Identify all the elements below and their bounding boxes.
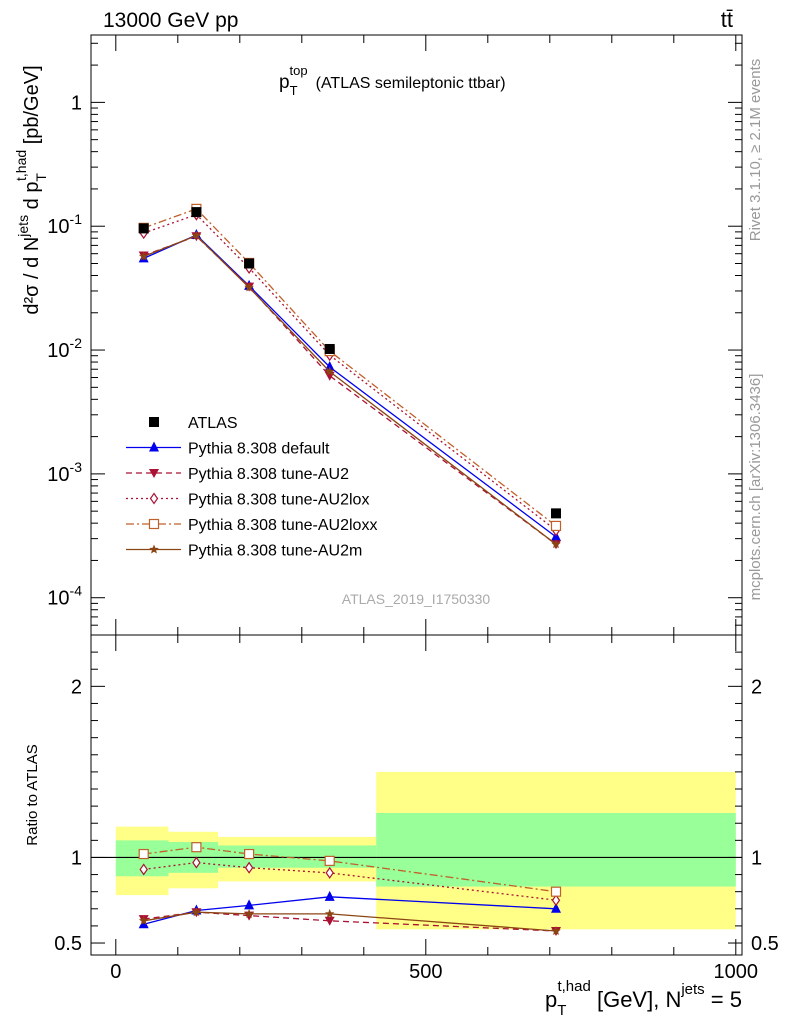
ratio-point bbox=[324, 908, 335, 918]
series-point bbox=[324, 366, 335, 376]
ratio-panel: 0.5 0.5 1 1 2 2 0 500 1000 Ratio to ATLAS bbox=[24, 634, 779, 983]
ratio-point bbox=[244, 861, 254, 874]
x-tick-label: 1000 bbox=[714, 961, 759, 983]
ratio-point bbox=[324, 916, 335, 926]
ratio-y-tick-label: 2 bbox=[71, 676, 82, 698]
legend-entry: Pythia 8.308 tune-AU2 bbox=[126, 466, 349, 483]
series-point bbox=[550, 520, 562, 532]
ratio-line bbox=[143, 846, 557, 893]
legend-marker bbox=[149, 417, 159, 427]
data-point bbox=[191, 207, 202, 218]
ratio-point bbox=[324, 890, 335, 901]
ratio-point bbox=[324, 855, 335, 866]
ratio-y-tick-label: 0.5 bbox=[54, 933, 82, 955]
legend-entry: ATLAS bbox=[149, 415, 238, 432]
legend-marker bbox=[148, 518, 160, 530]
ratio-y-tick-label-right: 0.5 bbox=[751, 933, 779, 955]
legend-label: Pythia 8.308 tune-AU2lox bbox=[188, 492, 369, 509]
source-label: mcplots.cern.ch [arXiv:1306.3436] bbox=[747, 374, 764, 601]
ratio-series-3 bbox=[139, 856, 561, 907]
legend-entry: Pythia 8.308 default bbox=[126, 441, 330, 458]
y-tick-label: 10-1 bbox=[47, 211, 82, 238]
ratio-point bbox=[244, 899, 255, 910]
legend-label: Pythia 8.308 default bbox=[188, 441, 330, 458]
x-axis-label: pTt,had [GeV], Njets = 5 bbox=[545, 978, 742, 1019]
ratio-point bbox=[551, 894, 561, 907]
legend-label: ATLAS bbox=[188, 415, 238, 432]
data-point bbox=[324, 343, 335, 354]
ratio-point bbox=[191, 842, 202, 853]
process-label: tt̄ bbox=[721, 7, 733, 32]
legend-label: Pythia 8.308 tune-AU2m bbox=[188, 543, 362, 560]
y-tick-label: 10-3 bbox=[47, 459, 82, 486]
ratio-point bbox=[192, 856, 201, 869]
legend-marker bbox=[149, 441, 159, 452]
legend: ATLAS Pythia 8.308 default Pythia 8.308 tu… bbox=[126, 415, 377, 560]
ratio-y-axis-label: Ratio to ATLAS bbox=[24, 744, 41, 845]
series-point bbox=[191, 230, 202, 240]
series-point bbox=[551, 539, 561, 549]
ratio-point bbox=[138, 848, 149, 860]
ratio-panel-frame bbox=[90, 634, 743, 956]
y-tick-label: 10-4 bbox=[47, 583, 82, 610]
ratio-y-tick-label-right: 2 bbox=[751, 676, 762, 698]
main-panel: 10-4 10-3 10-2 10-1 1 pTtop(ATLAS semilepton… bbox=[13, 34, 743, 636]
series-3 bbox=[139, 208, 561, 537]
ratio-point bbox=[139, 863, 148, 876]
legend-marker bbox=[149, 492, 159, 505]
ratio-y-tick-label-right: 1 bbox=[751, 847, 762, 869]
ratio-series-5 bbox=[138, 907, 561, 936]
ratio-y-tick-label: 1 bbox=[71, 847, 82, 869]
ratio-point bbox=[191, 907, 202, 917]
main-y-axis-label: d²σ / d Njets d pTt,had [pb/GeV] bbox=[13, 65, 49, 314]
ratio-point bbox=[138, 915, 149, 925]
series-5 bbox=[138, 230, 561, 549]
y-tick-label: 10-2 bbox=[47, 335, 82, 362]
y-tick-label: 1 bbox=[71, 92, 82, 114]
legend-label: Pythia 8.308 tune-AU2 bbox=[188, 466, 349, 483]
ratio-point bbox=[244, 908, 254, 918]
rivet-version-label: Rivet 3.1.10, ≥ 2.1M events bbox=[747, 59, 764, 242]
plot-title: pTtop(ATLAS semileptonic ttbar) bbox=[279, 63, 506, 98]
ratio-point bbox=[244, 848, 255, 860]
stat-uncertainty-band bbox=[376, 812, 736, 887]
legend-marker bbox=[149, 469, 159, 478]
atlas-data bbox=[138, 207, 561, 519]
analysis-label: ATLAS_2019_I1750330 bbox=[342, 591, 491, 607]
data-point bbox=[244, 258, 255, 269]
collision-label: 13000 GeV pp bbox=[103, 9, 238, 32]
ratio-point bbox=[550, 886, 562, 897]
x-tick-label: 500 bbox=[409, 961, 442, 983]
ratio-point bbox=[551, 926, 561, 936]
ratio-point bbox=[325, 866, 334, 879]
series-line bbox=[143, 235, 557, 545]
legend-entry: Pythia 8.308 tune-AU2m bbox=[126, 543, 362, 560]
ratio-point bbox=[551, 902, 561, 913]
legend-label: Pythia 8.308 tune-AU2loxx bbox=[188, 517, 377, 534]
x-tick-label: 0 bbox=[110, 961, 121, 983]
legend-entry: Pythia 8.308 tune-AU2loxx bbox=[126, 517, 377, 534]
ratio-series-4 bbox=[138, 842, 562, 897]
data-point bbox=[138, 223, 149, 234]
legend-entry: Pythia 8.308 tune-AU2lox bbox=[126, 492, 369, 509]
series-point bbox=[138, 251, 149, 261]
series-point bbox=[244, 282, 254, 292]
data-point bbox=[551, 508, 561, 519]
legend-marker bbox=[149, 544, 159, 554]
